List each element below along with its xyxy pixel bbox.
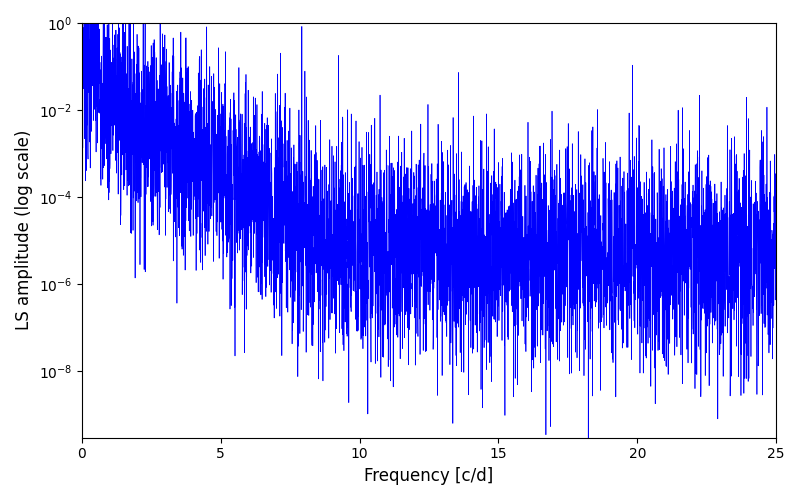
Y-axis label: LS amplitude (log scale): LS amplitude (log scale) [15,130,33,330]
X-axis label: Frequency [c/d]: Frequency [c/d] [364,467,494,485]
